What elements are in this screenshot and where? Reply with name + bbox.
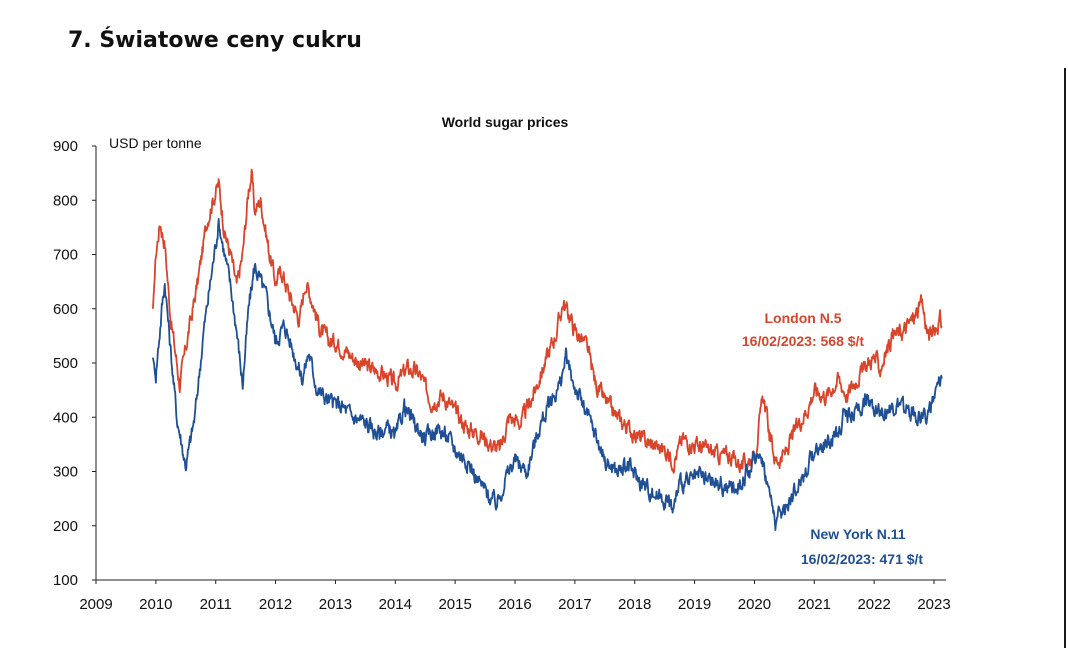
y-tick-label: 800: [53, 192, 78, 209]
x-tick-label: 2014: [379, 596, 412, 613]
chart-title: World sugar prices: [442, 114, 569, 130]
x-tick-label: 2012: [259, 596, 292, 613]
x-tick-label: 2015: [438, 596, 471, 613]
new-york-n11-line: [152, 218, 943, 531]
london-annotation-name: London N.5: [765, 310, 842, 326]
x-tick-label: 2011: [200, 596, 232, 613]
y-tick-label: 900: [53, 138, 78, 155]
y-tick-label: 100: [53, 572, 78, 589]
x-tick-label: 2018: [618, 596, 651, 613]
y-tick-label: 200: [53, 518, 78, 535]
x-tick-label: 2013: [319, 596, 352, 613]
x-tick-label: 2019: [678, 596, 711, 613]
y-tick-label: 400: [53, 409, 78, 426]
x-tick-label: 2017: [558, 596, 591, 613]
london-n5-line: [152, 168, 943, 474]
page-heading: 7. Światowe ceny cukru: [68, 28, 362, 53]
y-tick-label: 500: [53, 355, 78, 372]
newyork-annotation-value: 16/02/2023: 471 $/t: [801, 551, 924, 567]
x-tick-label: 2021: [798, 596, 831, 613]
x-tick-label: 2009: [79, 596, 112, 613]
x-tick-label: 2022: [857, 596, 890, 613]
series-layer: [152, 168, 943, 531]
page-border-right: [1064, 68, 1066, 648]
london-annotation-value: 16/02/2023: 568 $/t: [742, 333, 865, 349]
y-tick-label: 600: [53, 301, 78, 318]
x-tick-group: 2009 2010 2011 2012 2013 2014 2015 2016 2017 2018…: [79, 580, 951, 613]
y-tick-label: 700: [53, 247, 78, 264]
x-tick-label: 2016: [498, 596, 531, 613]
y-unit-label: USD per tonne: [109, 135, 202, 151]
x-tick-label: 2010: [139, 596, 172, 613]
y-tick-label: 300: [53, 464, 78, 481]
newyork-annotation-name: New York N.11: [810, 526, 905, 542]
y-tick-group: 900 800 700 600 500 400 300 200 100: [53, 138, 96, 589]
x-tick-label: 2023: [917, 596, 950, 613]
x-tick-label: 2020: [738, 596, 771, 613]
